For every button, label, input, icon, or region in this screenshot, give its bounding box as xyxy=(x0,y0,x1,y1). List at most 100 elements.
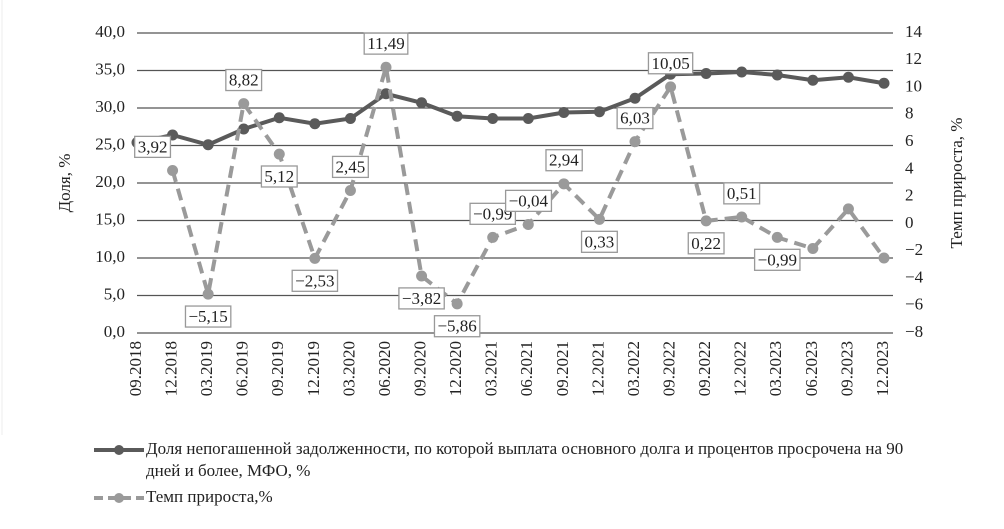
point xyxy=(665,81,677,93)
x-tick-label: 03.2019 xyxy=(197,341,216,396)
data-label-group: −0,99 xyxy=(469,202,517,225)
data-label-group: −3,82 xyxy=(398,287,445,310)
y-tick-label: 25,0 xyxy=(95,134,125,153)
data-label-box xyxy=(225,68,263,92)
data-label-group: 5,12 xyxy=(260,165,298,188)
data-label-box xyxy=(580,230,618,253)
data-label-group: −5,15 xyxy=(184,305,232,328)
data-label-box xyxy=(616,106,654,130)
legend-item: Темп прироста,% xyxy=(92,486,912,508)
data-label-group: −0,99 xyxy=(753,248,801,271)
x-tick-label: 09.2019 xyxy=(268,341,287,396)
data-label: 3,92 xyxy=(138,137,168,156)
data-label: −3,82 xyxy=(402,289,441,308)
point xyxy=(522,218,534,230)
data-label: −0,04 xyxy=(509,191,549,210)
data-label: 0,33 xyxy=(585,232,615,251)
series-line xyxy=(136,69,885,147)
point xyxy=(878,77,890,89)
data-label-group: 0,51 xyxy=(723,182,761,205)
legend-swatch xyxy=(94,493,144,503)
y2-tick-label: 10 xyxy=(905,76,922,95)
y2-tick-label: 4 xyxy=(905,158,914,177)
data-label: −0,99 xyxy=(473,204,512,223)
point xyxy=(558,178,570,190)
x-tick-label: 03.2021 xyxy=(482,341,501,396)
point xyxy=(416,270,428,282)
x-tick-label: 12.2021 xyxy=(588,341,607,396)
y2-tick-label: −6 xyxy=(905,295,923,314)
y2-tick-label: −8 xyxy=(905,322,923,341)
point xyxy=(309,118,321,130)
legend-item: Доля непогашенной задолженности, по кото… xyxy=(92,438,912,482)
point xyxy=(380,61,392,73)
data-label-box xyxy=(469,202,517,225)
point xyxy=(736,66,748,78)
x-tick-label: 03.2022 xyxy=(624,341,643,396)
data-label-box xyxy=(291,269,339,292)
point xyxy=(487,113,499,124)
point xyxy=(487,231,499,243)
data-label-group: 10,05 xyxy=(647,52,694,75)
point xyxy=(593,213,605,225)
data-label: 5,12 xyxy=(264,167,294,186)
x-tick-label: 06.2021 xyxy=(517,341,536,396)
data-label-group: −0,04 xyxy=(504,189,553,213)
point xyxy=(736,211,748,223)
data-label-group: 0,33 xyxy=(580,230,618,253)
x-tick-label: 03.2023 xyxy=(766,341,785,396)
data-label: 6,03 xyxy=(620,109,650,128)
data-label-group: −2,53 xyxy=(291,269,339,292)
y2-tick-label: −4 xyxy=(905,267,924,286)
y2-tick-label: 14 xyxy=(905,22,923,41)
y2-tick-label: 0 xyxy=(905,213,914,232)
point xyxy=(807,242,819,254)
legend-swatch xyxy=(94,445,144,455)
y2-tick-label: 12 xyxy=(905,49,922,68)
legend-label: Темп прироста,% xyxy=(146,487,273,506)
x-tick-label: 09.2018 xyxy=(126,341,145,396)
y-tick-label: 10,0 xyxy=(95,247,125,266)
data-label-box xyxy=(260,165,298,188)
x-tick-label: 03.2020 xyxy=(339,341,358,396)
data-label-group: 3,92 xyxy=(134,135,172,159)
point xyxy=(522,113,534,124)
data-label-box xyxy=(363,32,409,55)
y2-axis-title: Темп прироста, % xyxy=(947,118,966,249)
data-label-box xyxy=(331,155,369,179)
data-label: 0,22 xyxy=(691,234,721,253)
y2-tick-label: 6 xyxy=(905,131,914,150)
data-label-box xyxy=(753,248,801,271)
x-tick-label: 09.2023 xyxy=(837,341,856,396)
point xyxy=(238,98,250,110)
data-label: 8,82 xyxy=(229,71,259,90)
point xyxy=(451,298,463,310)
data-label-group: 11,49 xyxy=(363,32,409,55)
point xyxy=(558,107,570,118)
y-tick-label: 35,0 xyxy=(95,59,125,78)
data-label-group: 2,94 xyxy=(545,149,583,172)
data-label: 2,45 xyxy=(336,157,366,176)
x-tick-label: 06.2020 xyxy=(375,341,394,396)
data-label-box xyxy=(687,232,725,255)
y-tick-label: 15,0 xyxy=(95,209,125,228)
point xyxy=(771,231,783,243)
point xyxy=(344,113,356,124)
legend-label: Доля непогашенной задолженности, по кото… xyxy=(146,439,904,480)
point xyxy=(629,92,641,104)
point xyxy=(700,215,712,227)
point xyxy=(202,288,214,300)
x-tick-label: 12.2022 xyxy=(731,341,750,396)
x-tick-label: 09.2022 xyxy=(659,341,678,396)
point xyxy=(309,252,321,264)
y-tick-label: 20,0 xyxy=(95,172,125,191)
point xyxy=(416,97,428,109)
y-tick-label: 40,0 xyxy=(95,22,125,41)
point xyxy=(451,110,463,122)
point xyxy=(593,106,605,118)
x-tick-label: 12.2019 xyxy=(304,341,323,396)
x-tick-label: 09.2020 xyxy=(410,341,429,396)
x-tick-label: 09.2021 xyxy=(553,341,572,396)
point xyxy=(878,252,890,264)
data-label-box xyxy=(545,149,583,172)
